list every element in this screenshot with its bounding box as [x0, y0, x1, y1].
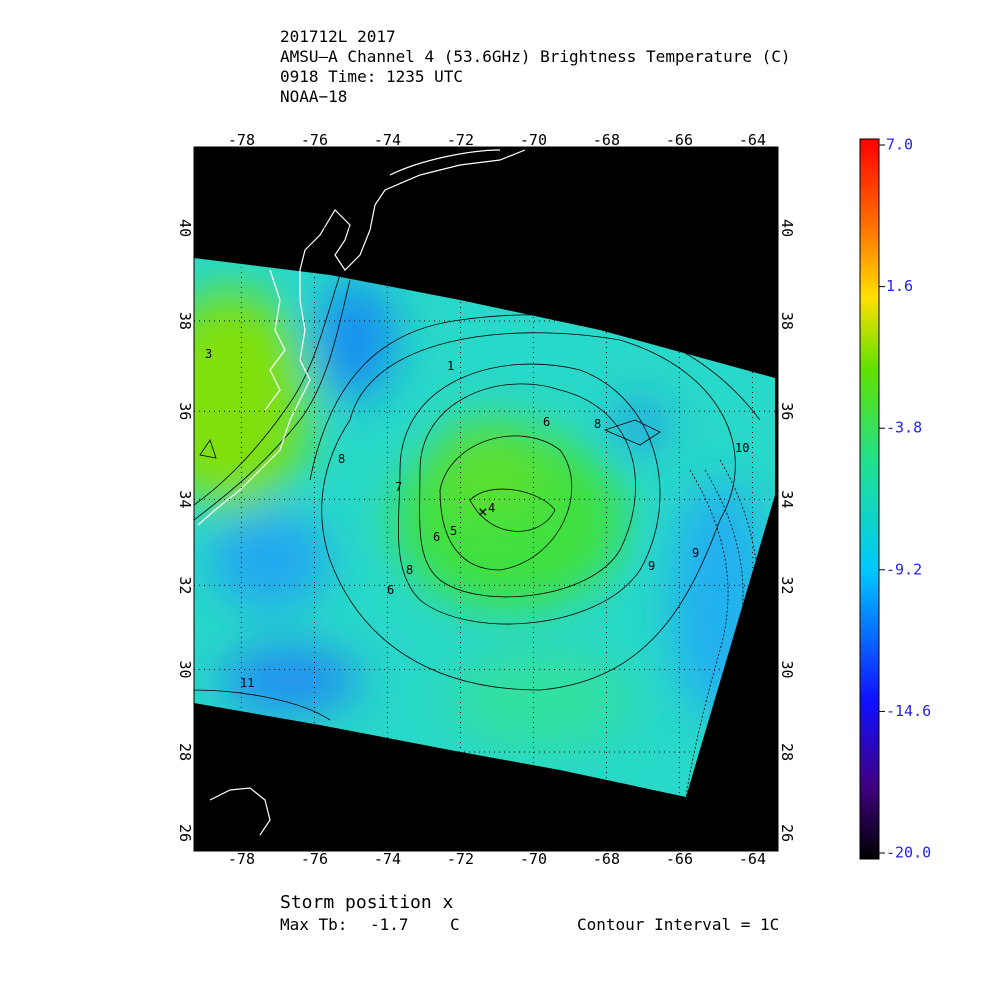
contour-label: 11	[240, 676, 254, 690]
contour-label: 4	[488, 501, 495, 515]
contour-label: 6	[433, 530, 440, 544]
lon-tick-label: -66	[666, 850, 693, 868]
lon-tick-label: -78	[228, 131, 255, 149]
lon-tick-label: -72	[447, 131, 474, 149]
lat-tick-label: 32	[778, 576, 796, 594]
lon-tick-label: -64	[739, 850, 766, 868]
contour-label: 8	[406, 563, 413, 577]
storm-marker: ×	[478, 502, 488, 521]
contour-label: 5	[450, 524, 457, 538]
lat-tick-label: 32	[176, 576, 194, 594]
lat-tick-label: 38	[778, 312, 796, 330]
title-line: 201712L 2017	[280, 27, 396, 46]
colorbar-tick-label: 1.6	[886, 277, 913, 295]
contour-label: 10	[756, 561, 770, 575]
lat-tick-label: 30	[176, 660, 194, 678]
contour-label: 6	[387, 583, 394, 597]
title-line: NOAA−18	[280, 87, 347, 106]
max-tb-value: -1.7	[370, 915, 409, 934]
lon-tick-label: -70	[520, 850, 547, 868]
lat-tick-label: 34	[778, 490, 796, 508]
contour-label: 8	[338, 452, 345, 466]
lon-tick-label: -68	[593, 850, 620, 868]
lat-tick-label: 36	[778, 402, 796, 420]
colorbar-tick-label: -14.6	[886, 702, 931, 720]
lon-tick-label: -76	[301, 850, 328, 868]
lat-tick-label: 40	[778, 219, 796, 237]
colorbar-tick-label: -20.0	[886, 844, 931, 862]
contour-label: 10	[735, 441, 749, 455]
contour-label: 3	[205, 347, 212, 361]
lat-tick-label: 28	[176, 743, 194, 761]
lat-tick-label: 30	[778, 660, 796, 678]
contour-label: 9	[692, 546, 699, 560]
lon-tick-label: -68	[593, 131, 620, 149]
lon-tick-label: -70	[520, 131, 547, 149]
contour-label: 9	[648, 559, 655, 573]
colorbar-tick-label: 7.0	[886, 136, 913, 154]
lon-tick-label: -72	[447, 850, 474, 868]
colorbar-tick-label: -9.2	[886, 560, 922, 578]
lon-tick-label: -78	[228, 850, 255, 868]
colorbar	[859, 138, 880, 860]
contour-label: 6	[543, 415, 550, 429]
lat-tick-label: 26	[778, 824, 796, 842]
contour-label: 1	[447, 359, 454, 373]
lon-tick-label: -74	[374, 850, 401, 868]
lat-tick-label: 40	[176, 219, 194, 237]
contour-label: 7	[395, 480, 402, 494]
contour-interval: Contour Interval = 1C	[577, 915, 779, 934]
lat-tick-label: 36	[176, 402, 194, 420]
max-tb-label: Max Tb:	[280, 915, 347, 934]
colorbar-tick-label: -3.8	[886, 419, 922, 437]
lon-tick-label: -76	[301, 131, 328, 149]
lon-tick-label: -64	[739, 131, 766, 149]
map-frame	[193, 146, 779, 852]
lat-tick-label: 28	[778, 743, 796, 761]
title-line: AMSU—A Channel 4 (53.6GHz) Brightness Te…	[280, 47, 791, 66]
contour-label: 8	[594, 417, 601, 431]
storm-position: Storm position x	[280, 892, 454, 913]
title-line: 0918 Time: 1235 UTC	[280, 67, 463, 86]
lon-tick-label: -66	[666, 131, 693, 149]
coastline	[197, 149, 526, 836]
lat-tick-label: 34	[176, 490, 194, 508]
lat-tick-label: 38	[176, 312, 194, 330]
lon-tick-label: -74	[374, 131, 401, 149]
lat-tick-label: 26	[176, 824, 194, 842]
max-tb-unit: C	[450, 915, 460, 934]
